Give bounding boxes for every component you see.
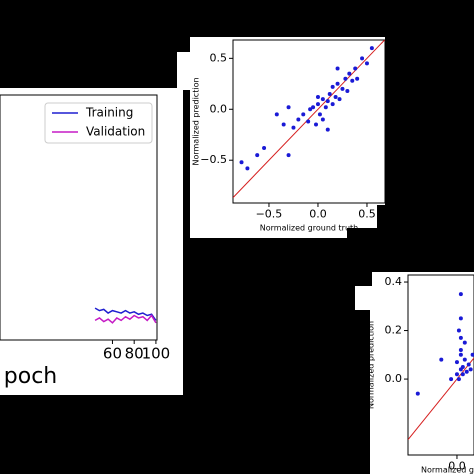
point	[456, 377, 461, 382]
point	[458, 292, 463, 297]
point	[335, 66, 340, 71]
point	[314, 122, 319, 127]
point	[311, 105, 316, 110]
point	[327, 91, 332, 96]
y-tick-label: 0.0	[210, 102, 228, 115]
x-axis-label: poch	[4, 364, 57, 389]
point	[345, 88, 350, 93]
x-tick-label: 60	[103, 345, 122, 363]
point	[337, 97, 342, 102]
legend-label: Training	[85, 106, 133, 120]
x-tick-label: 100	[142, 345, 171, 363]
point	[468, 367, 473, 372]
plot-area	[94, 307, 157, 324]
point	[281, 122, 286, 127]
y-tick-label: 0.5	[210, 51, 228, 64]
point	[291, 125, 296, 130]
point	[355, 76, 360, 81]
point	[415, 391, 420, 396]
point	[458, 335, 463, 340]
point	[308, 107, 313, 112]
point	[340, 86, 345, 91]
point	[350, 78, 355, 83]
point	[456, 328, 461, 333]
point	[333, 95, 338, 100]
point	[317, 112, 322, 117]
line-series	[94, 314, 157, 324]
point	[353, 66, 358, 71]
y-axis-label: Normalized prediction	[192, 77, 201, 165]
point	[262, 145, 267, 150]
point	[439, 357, 444, 362]
point	[315, 102, 320, 107]
point	[466, 362, 471, 367]
point	[255, 153, 260, 158]
point	[306, 119, 311, 124]
x-tick-label: −0.5	[256, 208, 283, 221]
point	[462, 340, 467, 345]
x-tick-label: 0.0	[309, 208, 327, 221]
point	[369, 46, 374, 51]
point	[325, 127, 330, 132]
y-axis-label: Normalized prediction	[367, 321, 376, 409]
point	[301, 112, 306, 117]
x-tick-label: 0.0	[448, 460, 466, 473]
point	[458, 316, 463, 321]
reference-line	[233, 40, 385, 198]
point	[274, 112, 279, 117]
point	[460, 372, 465, 377]
point	[335, 81, 340, 86]
legend-box	[44, 102, 153, 144]
point	[330, 84, 335, 89]
point	[458, 352, 463, 357]
point	[296, 117, 301, 122]
point	[343, 76, 348, 81]
x-axis-label: Normalized grou	[421, 466, 474, 474]
point	[325, 99, 330, 104]
panel-bg	[0, 88, 183, 395]
point	[239, 160, 244, 165]
x-tick-label: 80	[125, 345, 144, 363]
point	[315, 95, 320, 100]
point	[460, 364, 465, 369]
x-tick-label: 0.5	[358, 208, 376, 221]
point	[470, 352, 474, 357]
point	[454, 360, 459, 365]
point	[320, 97, 325, 102]
y-tick-label: 0.0	[385, 372, 403, 385]
plot-area	[408, 292, 474, 441]
legend-label: Validation	[86, 125, 145, 139]
point	[449, 377, 454, 382]
point	[462, 357, 467, 362]
panel-bg	[355, 272, 474, 474]
reference-line	[408, 357, 474, 441]
point	[360, 56, 365, 61]
point	[320, 117, 325, 122]
point	[330, 102, 335, 107]
point	[454, 372, 459, 377]
point	[286, 153, 291, 158]
point	[245, 166, 250, 171]
plot-frame	[232, 39, 386, 204]
point	[347, 71, 352, 76]
plot-area	[233, 40, 385, 198]
point	[364, 61, 369, 66]
plot-frame	[0, 94, 158, 341]
x-axis-label: Normalized ground truth	[260, 224, 358, 233]
point	[464, 369, 469, 374]
line-series	[94, 307, 157, 321]
point	[323, 105, 328, 110]
y-tick-label: 0.4	[385, 275, 403, 288]
plot-frame	[407, 274, 474, 456]
point	[286, 105, 291, 110]
y-tick-label: −0.5	[200, 153, 227, 166]
point	[458, 347, 463, 352]
y-tick-label: 0.2	[385, 324, 403, 337]
